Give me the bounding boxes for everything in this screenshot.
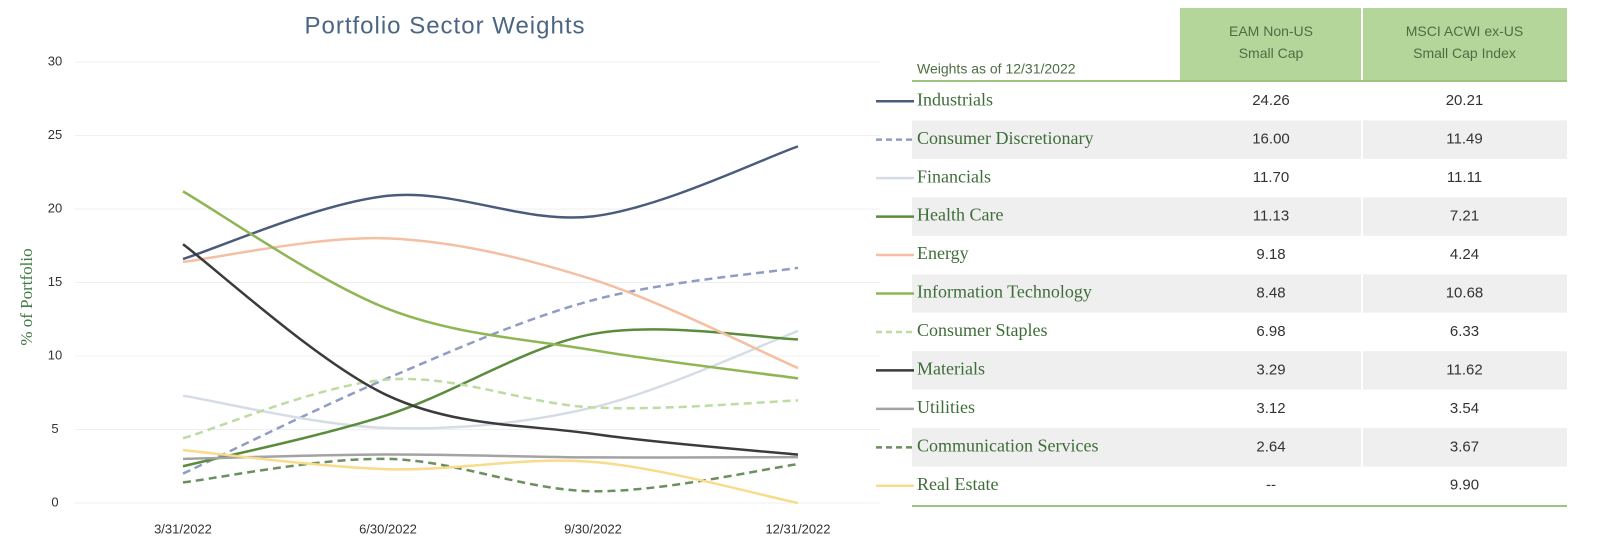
series-line bbox=[182, 190, 799, 380]
column-header: EAM Non-US Small Cap bbox=[1229, 23, 1313, 61]
series-line bbox=[182, 266, 799, 475]
y-tick-label: 20 bbox=[48, 200, 62, 215]
y-tick-label: 30 bbox=[48, 53, 62, 68]
row-shade bbox=[1363, 197, 1567, 236]
row-shade bbox=[1363, 120, 1567, 159]
series-line bbox=[182, 448, 799, 505]
row-shade bbox=[912, 274, 1361, 313]
series-line bbox=[182, 329, 799, 430]
table-cell: 2.64 bbox=[1256, 438, 1285, 455]
table-cell: 24.26 bbox=[1252, 92, 1290, 109]
column-header: MSCI ACWI ex-US Small Cap Index bbox=[1406, 23, 1523, 61]
row-label: Energy bbox=[917, 243, 969, 263]
row-label: Health Care bbox=[917, 205, 1003, 225]
y-tick-label: 15 bbox=[48, 274, 62, 289]
table-cell: 3.29 bbox=[1256, 361, 1285, 378]
row-label: Communication Services bbox=[917, 435, 1098, 455]
table-cell: 3.12 bbox=[1256, 400, 1285, 417]
table-cell: 4.24 bbox=[1450, 246, 1479, 263]
row-shade bbox=[1363, 428, 1567, 467]
row-label: Information Technology bbox=[917, 282, 1092, 302]
row-shade bbox=[912, 120, 1361, 159]
table-cell: 11.13 bbox=[1253, 208, 1289, 225]
table-cell: 11.70 bbox=[1253, 169, 1289, 186]
y-tick-label: 0 bbox=[51, 494, 58, 509]
row-label: Real Estate bbox=[917, 474, 998, 494]
table-cell: 7.21 bbox=[1450, 208, 1479, 225]
table-cell: 3.54 bbox=[1450, 400, 1479, 417]
x-tick-label: 9/30/2022 bbox=[564, 521, 622, 536]
table-cell: 11.62 bbox=[1446, 361, 1482, 378]
series-line bbox=[182, 236, 799, 370]
row-shade bbox=[1363, 274, 1567, 313]
y-tick-label: 10 bbox=[48, 347, 62, 362]
series-line bbox=[182, 243, 799, 456]
table-caption: Weights as of 12/31/2022 bbox=[917, 61, 1076, 77]
row-shade bbox=[912, 351, 1361, 390]
chart-title: Portfolio Sector Weights bbox=[304, 12, 585, 39]
series-line bbox=[182, 145, 799, 261]
header-cell bbox=[1180, 8, 1361, 80]
row-label: Industrials bbox=[917, 89, 993, 109]
y-axis-label: % of Portfolio bbox=[17, 248, 36, 345]
row-shade bbox=[1363, 351, 1567, 390]
series-line bbox=[182, 328, 799, 468]
table-cell: 20.21 bbox=[1446, 92, 1484, 109]
table-cell: 9.90 bbox=[1450, 477, 1479, 494]
series-line bbox=[182, 377, 799, 440]
row-shade bbox=[912, 197, 1361, 236]
table-cell: 3.67 bbox=[1450, 438, 1479, 455]
table-cell: 10.68 bbox=[1446, 284, 1484, 301]
table-cell: -- bbox=[1266, 477, 1276, 494]
row-shade bbox=[912, 428, 1361, 467]
y-tick-label: 25 bbox=[48, 127, 62, 142]
row-label: Materials bbox=[917, 359, 985, 379]
table-cell: 11.11 bbox=[1447, 169, 1482, 186]
table-cell: 11.49 bbox=[1446, 131, 1482, 148]
y-tick-label: 5 bbox=[51, 421, 58, 436]
x-tick-label: 3/31/2022 bbox=[154, 521, 212, 536]
table-cell: 6.33 bbox=[1450, 323, 1479, 340]
row-label: Utilities bbox=[917, 397, 975, 417]
x-tick-label: 12/31/2022 bbox=[765, 521, 830, 536]
row-label: Financials bbox=[917, 166, 991, 186]
table-cell: 8.48 bbox=[1256, 284, 1285, 301]
row-label: Consumer Discretionary bbox=[917, 128, 1093, 148]
x-tick-label: 6/30/2022 bbox=[359, 521, 417, 536]
header-cell bbox=[1363, 8, 1567, 80]
table-cell: 6.98 bbox=[1256, 323, 1285, 340]
series-line bbox=[182, 453, 799, 461]
table-cell: 9.18 bbox=[1256, 246, 1285, 263]
row-label: Consumer Staples bbox=[917, 320, 1048, 340]
table-cell: 16.00 bbox=[1252, 131, 1290, 148]
